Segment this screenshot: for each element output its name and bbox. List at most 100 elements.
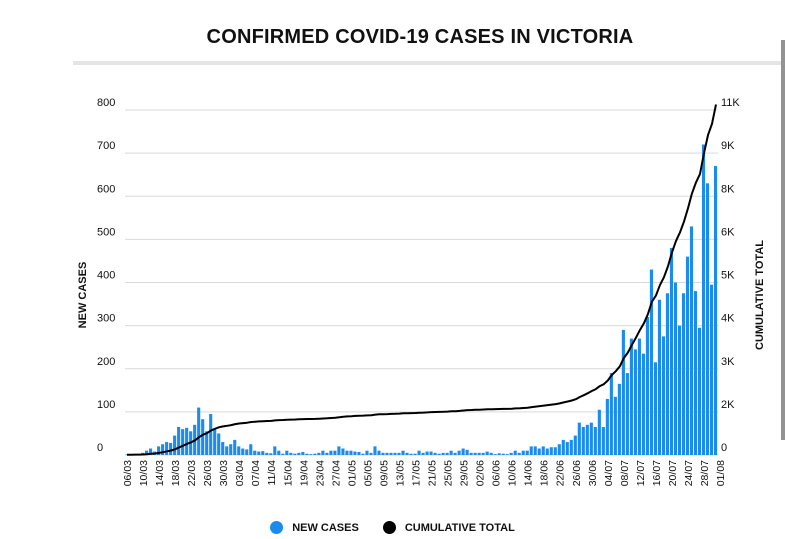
new-cases-bar [553,447,557,455]
new-cases-bar [433,452,437,455]
new-cases-bar [469,452,473,455]
new-cases-bar [713,166,718,455]
new-cases-bar [533,446,537,455]
y2-tick-label: 9K [721,140,735,152]
new-cases-bar [441,452,445,455]
new-cases-bar [293,453,297,455]
new-cases-bar [173,435,177,455]
new-cases-bar [309,454,313,455]
x-tick-label: 15/04 [282,460,294,486]
new-cases-bar [661,336,666,455]
new-cases-bar [401,450,405,455]
y2-tick-label: 6K [721,226,735,238]
new-cases-bar [641,353,645,455]
new-cases-bar [265,452,269,455]
new-cases-bar [161,444,165,455]
new-cases-bar [321,450,325,455]
new-cases-bar [345,450,349,455]
y-tick-label: 0 [97,442,103,454]
new-cases-bar [485,451,489,455]
new-cases-bar [157,446,161,455]
x-tick-label: 24/07 [683,460,695,486]
new-cases-bar [317,452,321,455]
new-cases-bar [657,299,662,455]
new-cases-bar [185,427,189,455]
x-tick-label: 01/05 [346,460,358,486]
new-cases-bar [421,452,425,455]
new-cases-bar [653,362,657,455]
new-cases-bar [409,453,413,455]
y-tick-label: 700 [97,140,115,152]
x-tick-label: 04/07 [603,460,615,486]
new-cases-bar [261,451,265,455]
new-cases-bar [509,452,513,455]
new-cases-bar [337,446,341,455]
cumulative-total-line [127,104,717,456]
new-cases-bar [457,450,461,455]
new-cases-bar [697,327,702,455]
new-cases-bar [301,451,305,455]
grid-lines [125,109,718,456]
new-cases-bar [221,442,225,455]
new-cases-bar [673,282,678,455]
new-cases-bar [545,448,549,455]
new-cases-bar [637,338,641,455]
new-cases-bar [461,448,465,455]
x-tick-label: 02/06 [475,460,487,486]
x-tick-label: 12/07 [635,460,647,486]
new-cases-bar [569,439,573,455]
new-cases-bar [681,293,686,455]
new-cases-bar [145,450,149,455]
new-cases-bar [601,426,605,455]
bar-series [125,144,718,455]
y2-axis-label: CUMULATIVE TOTAL [754,240,766,350]
x-tick-label: 21/05 [427,460,439,486]
new-cases-bar [613,396,617,455]
new-cases-bar [389,452,393,455]
new-cases-bar [625,373,629,455]
new-cases-bar [341,448,345,455]
new-cases-bar [497,453,501,455]
new-cases-bar [249,444,253,455]
new-cases-bar [357,451,361,455]
x-tick-label: 23/04 [314,460,326,486]
new-cases-bar [361,453,365,455]
x-tick-label: 18/06 [539,460,551,486]
x-tick-label: 09/05 [378,460,390,486]
new-cases-bar [501,453,505,455]
new-cases-bar [297,452,301,455]
new-cases-bar [541,446,545,455]
x-tick-label: 05/05 [362,460,374,486]
new-cases-bar [633,349,637,455]
new-cases-bar [385,452,389,455]
x-tick-label: 07/04 [250,460,262,486]
new-cases-bar [629,338,633,455]
new-cases-bar [253,450,257,455]
y-tick-label: 100 [97,399,115,411]
x-tick-label: 13/05 [395,460,407,486]
y2-tick-label: 5K [721,270,735,282]
y-axis-label: NEW CASES [77,262,89,329]
new-cases-bar [225,446,229,455]
new-cases-bar [369,452,373,455]
new-cases-bar [589,422,593,455]
new-cases-bar [685,256,690,455]
x-tick-label: 06/03 [122,460,134,486]
new-cases-bar [325,452,329,455]
new-cases-bar [201,419,205,455]
x-tick-label: 16/07 [651,460,663,486]
legend-item-cumulative-total: CUMULATIVE TOTAL [382,521,515,534]
new-cases-bar [585,424,589,455]
new-cases-bar [693,291,698,455]
x-tick-label: 14/06 [523,460,535,486]
x-tick-label: 22/03 [186,460,198,486]
new-cases-bar [245,449,249,455]
x-tick-label: 11/04 [266,460,278,486]
x-tick-label: 30/03 [218,460,230,486]
y-tick-label: 600 [97,183,115,195]
new-cases-bar [269,453,273,455]
new-cases-bar [449,450,453,455]
new-cases-bar [217,433,221,455]
new-cases-bar [593,426,597,455]
legend-label-new-cases: NEW CASES [292,521,359,534]
